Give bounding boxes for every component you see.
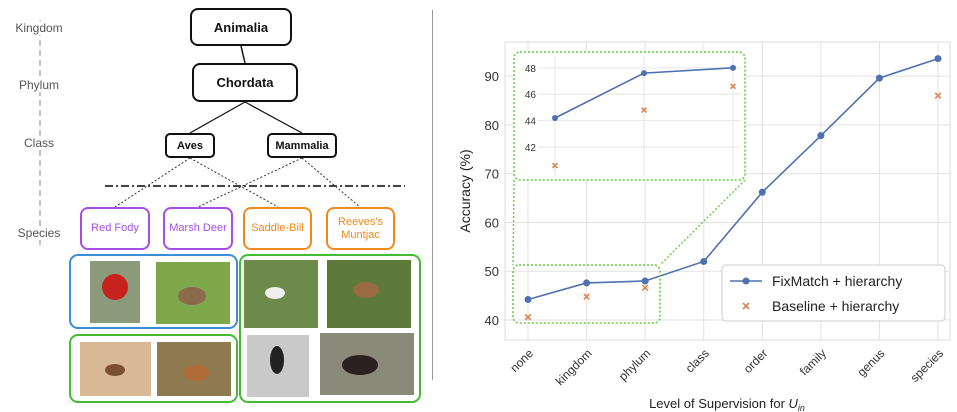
x-tick-label: genus xyxy=(855,346,888,379)
rank-label: Phylum xyxy=(4,78,74,92)
species-edges xyxy=(114,157,361,208)
rank-label: Species xyxy=(4,226,74,240)
photos xyxy=(80,260,414,397)
x-axis-label: Level of Supervision for Uin xyxy=(649,396,805,412)
image-groups xyxy=(69,254,421,403)
x-label-var: U xyxy=(789,396,799,411)
y-tick-label: 70 xyxy=(485,167,499,182)
point xyxy=(524,296,532,304)
inset: 42 44 46 48 xyxy=(513,51,746,181)
point xyxy=(641,284,649,292)
y-tick-label: 80 xyxy=(485,118,499,133)
species-node: Saddle-Bill xyxy=(243,207,312,250)
inset-tick-label: 46 xyxy=(525,90,537,101)
legend-label: Baseline + hierarchy xyxy=(772,298,899,314)
species-node: Reeves's Muntjac xyxy=(326,207,395,250)
point xyxy=(583,293,590,300)
chart: 40 50 60 70 80 90 none kingdom phylum class order f… xyxy=(457,41,951,412)
y-tick-label: 40 xyxy=(485,313,499,328)
species-node: Red Fody xyxy=(80,207,150,250)
inset-tick-label: 48 xyxy=(525,64,537,75)
legend-label: FixMatch + hierarchy xyxy=(772,273,902,289)
y-tick-label: 90 xyxy=(485,69,499,84)
legend-swatch xyxy=(742,302,750,310)
diagram-lines xyxy=(39,10,433,403)
point xyxy=(700,257,708,265)
x-tick-label: kingdom xyxy=(553,346,595,388)
point xyxy=(552,114,558,121)
x-label-sub: in xyxy=(798,403,805,412)
point xyxy=(758,188,766,196)
y-tick-label: 60 xyxy=(485,215,499,230)
x-tick-label: species xyxy=(907,346,946,385)
point xyxy=(583,279,591,287)
series-line xyxy=(527,57,939,301)
point xyxy=(730,83,736,90)
x-tick-label: family xyxy=(797,346,829,378)
node: Aves xyxy=(165,133,215,158)
edge xyxy=(240,45,246,64)
edge xyxy=(244,101,303,134)
node: Mammalia xyxy=(267,133,337,158)
point xyxy=(524,313,532,321)
point xyxy=(641,107,647,114)
point xyxy=(934,92,942,100)
inset-tick-label: 44 xyxy=(525,117,537,128)
point xyxy=(875,74,883,82)
x-tick-label: phylum xyxy=(616,346,653,383)
point xyxy=(641,70,647,77)
node: Animalia xyxy=(190,8,292,46)
inset-frame xyxy=(513,51,746,181)
y-axis-label: Accuracy (%) xyxy=(457,149,473,232)
node: Chordata xyxy=(192,63,298,102)
marks: 42 44 46 48 FixMatch + hierarchy Baseline + h… xyxy=(512,51,946,324)
point xyxy=(817,132,825,140)
edge xyxy=(189,101,246,134)
x-tick-label: class xyxy=(683,346,712,375)
x-label-text: Level of Supervision for xyxy=(649,396,788,411)
point xyxy=(552,162,558,169)
legend-swatch xyxy=(742,277,750,285)
species-node: Marsh Deer xyxy=(163,207,233,250)
legend-box xyxy=(721,264,946,322)
point xyxy=(730,64,736,71)
zoom-lines xyxy=(512,179,746,266)
rank-label: Kingdom xyxy=(4,21,74,35)
legend: FixMatch + hierarchy Baseline + hierarchy xyxy=(721,264,946,322)
x-tick-label: order xyxy=(741,346,771,376)
inset-tick-label: 42 xyxy=(525,143,537,154)
y-tick-label: 50 xyxy=(485,264,499,279)
point xyxy=(934,55,942,63)
x-tick-label: none xyxy=(507,346,536,375)
rank-label: Class xyxy=(4,136,74,150)
point xyxy=(641,277,649,285)
